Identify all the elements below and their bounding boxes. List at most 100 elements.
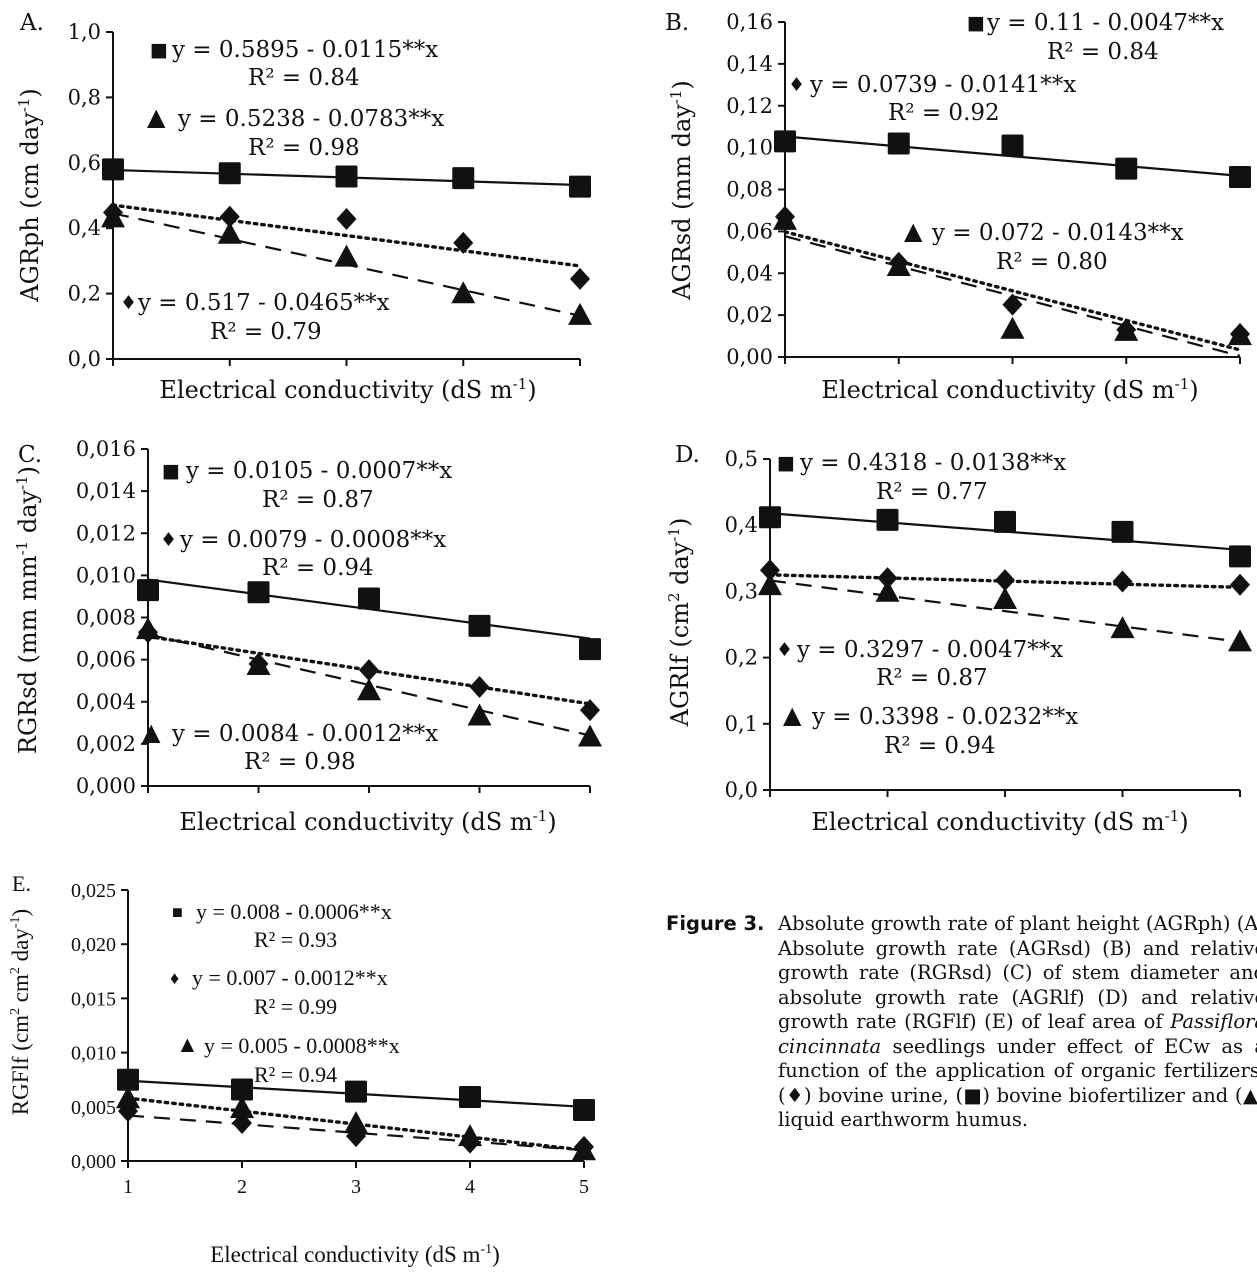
data-point-diamond <box>570 267 590 290</box>
y-tick-label: 0,015 <box>71 988 116 1010</box>
caption-text-1: Absolute growth rate of plant height (AG… <box>778 912 1257 1033</box>
data-point-triangle <box>578 724 602 747</box>
data-point-triangle <box>334 244 359 267</box>
data-point-triangle <box>572 1138 596 1161</box>
data-point-triangle <box>458 1124 482 1147</box>
data-point-square <box>231 1078 253 1101</box>
y-tick-label: 0,06 <box>726 219 773 243</box>
caption-text-2: seedlings under effect of ECw as a funct… <box>778 1034 1257 1132</box>
y-tick-label: 0,14 <box>726 52 773 76</box>
data-point-diamond <box>760 559 780 582</box>
caption-lead: Figure 3. <box>666 912 765 935</box>
data-point-diamond <box>1112 570 1133 593</box>
trend-line-triangle <box>769 579 1241 643</box>
y-tick-label: 0,008 <box>76 606 136 630</box>
r-squared-label: R² = 0.77 <box>876 479 988 505</box>
chart-panel-a: 0,0 0,2 0,4 0,6 0,8 1,0 Electrical conductivit… <box>15 10 592 404</box>
data-point-diamond <box>359 659 379 682</box>
regression-equation: y = 0.005 - 0.0008**x <box>204 1033 400 1058</box>
legend-marker-square: ■ <box>967 12 985 34</box>
y-tick-label: 0,10 <box>726 136 773 160</box>
y-tick-label: 0,08 <box>726 178 773 202</box>
data-point-triangle <box>1110 616 1135 639</box>
data-point-diamond <box>219 205 240 228</box>
x-tick-label: 5 <box>579 1176 589 1198</box>
regression-equation: y = 0.5238 - 0.0783**x <box>177 106 444 132</box>
data-point-triangle <box>230 1095 254 1118</box>
legend-marker-triangle: ▲ <box>147 103 166 131</box>
data-point-square <box>774 130 796 153</box>
y-tick-label: 0,004 <box>76 690 136 714</box>
chart-panel-b: 0,00 0,02 0,04 0,06 0,08 0,10 0,12 0,14 0,16 Elec… <box>665 10 1252 404</box>
y-tick-label: 0,014 <box>76 479 136 503</box>
data-point-triangle <box>136 617 160 640</box>
data-point-triangle <box>344 1111 368 1134</box>
data-point-triangle <box>1114 318 1139 341</box>
regression-equation: y = 0.3398 - 0.0232**x <box>811 704 1078 730</box>
y-axis-title: AGRsd (mm day-1) <box>667 80 696 301</box>
x-tick-label: 3 <box>351 1176 361 1198</box>
data-point-square <box>137 579 159 602</box>
y-tick-label: 0,012 <box>76 521 136 545</box>
trend-line-triangle <box>147 633 591 737</box>
r-squared-label: R² = 0.84 <box>248 65 360 91</box>
legend-marker-triangle: ▲ <box>142 718 161 746</box>
y-tick-label: 0,1 <box>725 712 758 736</box>
data-point-diamond <box>453 231 474 254</box>
y-tick-label: 0,000 <box>76 774 136 798</box>
x-axis-title: Electrical conductivity (dS m-1) <box>179 807 556 836</box>
y-tick-label: 0,4 <box>725 513 758 537</box>
data-point-square <box>102 158 124 181</box>
r-squared-label: R² = 0.94 <box>262 555 374 581</box>
chart-panel-d: 0,0 0,1 0,2 0,3 0,4 0,5 Electrical conductivit… <box>665 442 1252 836</box>
data-point-diamond <box>877 567 898 590</box>
y-tick-label: 0,2 <box>725 646 758 670</box>
regression-equation: y = 0.3297 - 0.0047**x <box>796 637 1063 663</box>
y-tick-label: 0,8 <box>68 85 101 109</box>
r-squared-label: R² = 0.80 <box>996 249 1108 275</box>
y-tick-label: 0,4 <box>68 216 101 240</box>
data-point-triangle <box>758 573 782 596</box>
r-squared-label: R² = 0.94 <box>254 1062 337 1087</box>
chart-panel-e: 0,000 0,005 0,010 0,015 0,020 0,025 1 2 3 4 5 Elect… <box>8 871 596 1267</box>
y-tick-label: 0,02 <box>726 303 773 327</box>
r-squared-label: R² = 0.79 <box>210 319 322 345</box>
y-axis-title: RGRsd (mm mm-1 day-1) <box>13 466 42 754</box>
regression-equation: y = 0.0739 - 0.0141**x <box>809 72 1076 98</box>
r-squared-label: R² = 0.99 <box>254 994 337 1019</box>
panel-label: B. <box>665 10 689 36</box>
data-point-diamond <box>103 201 123 224</box>
data-point-diamond <box>469 676 490 699</box>
y-tick-label: 0,010 <box>71 1043 116 1065</box>
y-tick-label: 0,0 <box>725 778 758 802</box>
legend-marker-diamond: ♦ <box>170 968 179 988</box>
y-tick-label: 0,2 <box>68 282 101 306</box>
y-axis-title: AGRph (cm day-1) <box>15 88 44 302</box>
data-point-diamond <box>336 208 357 231</box>
data-point-square <box>358 587 380 610</box>
r-squared-label: R² = 0.93 <box>254 927 337 952</box>
data-point-triangle <box>246 652 271 675</box>
regression-equation: y = 0.517 - 0.0465**x <box>137 290 390 316</box>
regression-equation: y = 0.008 - 0.0006**x <box>196 899 392 924</box>
y-axis-title: AGRlf (cm2 day-1) <box>665 518 694 728</box>
figure-caption: Figure 3. Absolute growth rate of plant … <box>666 912 1257 1133</box>
y-tick-label: 0,6 <box>68 151 101 175</box>
data-point-triangle <box>1228 323 1252 346</box>
x-tick-label: 4 <box>465 1176 475 1198</box>
legend-marker-square: ■ <box>162 460 180 482</box>
data-point-square <box>345 1080 367 1103</box>
legend-marker-square: ■ <box>150 39 168 61</box>
data-point-square <box>759 506 781 529</box>
trend-line-diamond <box>126 1096 586 1152</box>
data-point-triangle <box>357 678 381 701</box>
panel-label: A. <box>19 10 44 36</box>
data-point-triangle <box>1000 316 1025 339</box>
r-squared-label: R² = 0.98 <box>244 749 356 775</box>
regression-equation: y = 0.4318 - 0.0138**x <box>799 450 1066 476</box>
y-tick-label: 1,0 <box>68 20 101 44</box>
x-axis-title: Electrical conductivity (dS m-1) <box>159 375 536 404</box>
legend-marker-triangle: ▲ <box>176 1032 199 1057</box>
data-point-square <box>994 510 1016 533</box>
data-point-square <box>569 175 591 198</box>
